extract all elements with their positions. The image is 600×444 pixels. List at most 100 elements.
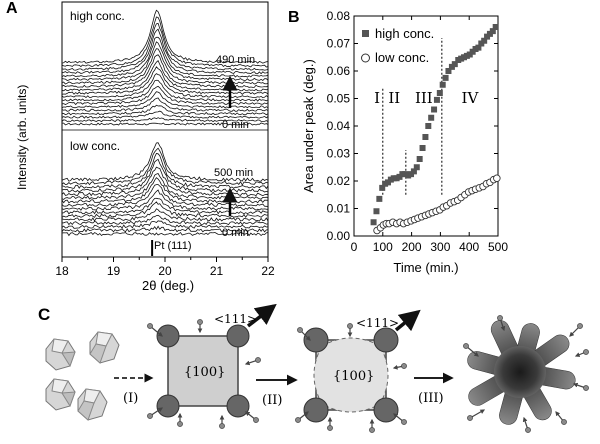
panel-a-ylabel: Intensity (arb. units) — [15, 85, 29, 190]
x-tick-label: 18 — [55, 264, 69, 278]
stage-label: IV — [462, 89, 480, 107]
low-time-top-label: 500 min — [214, 167, 253, 179]
spectrum-trace-high — [61, 79, 269, 102]
step-2-label: (II) — [262, 393, 282, 408]
precursor-dot — [583, 385, 589, 391]
spectrum-trace-high — [61, 91, 269, 109]
precursor-dot — [463, 343, 469, 349]
precursor-dot — [497, 315, 503, 321]
stage-label: II — [388, 89, 400, 107]
precursor-dot — [467, 415, 473, 421]
stage-dividers — [382, 38, 443, 195]
spectrum-trace-low — [61, 184, 269, 208]
data-point-high — [439, 81, 446, 88]
y-tick-label: 0.08 — [327, 9, 351, 23]
spectrum-trace-low — [61, 225, 269, 233]
spectrum-trace-high — [61, 117, 269, 123]
cube-stage-2: <111> {100} — [303, 309, 421, 423]
panel-b-ticks: 0 100 200 300 400 500 0.00 0.01 0.02 0.03 0.04 0.05… — [327, 9, 509, 254]
y-tick-label: 0.07 — [327, 37, 351, 51]
direction-111-arrow-1 — [246, 303, 277, 328]
x-tick-label: 500 — [488, 240, 508, 254]
x-tick-label: 20 — [158, 264, 172, 278]
data-point-high — [475, 44, 482, 51]
spectrum-trace-high — [62, 122, 269, 126]
data-point-high — [428, 114, 435, 121]
x-tick-label: 200 — [402, 240, 422, 254]
data-point-high — [379, 184, 386, 191]
data-point-high — [416, 156, 423, 162]
precursor-dot — [583, 349, 589, 355]
x-tick-label: 22 — [261, 264, 275, 278]
direction-label-1: <111> — [214, 312, 257, 326]
precursor-dot — [147, 413, 153, 419]
spectrum-trace-high — [61, 110, 269, 119]
x-tick-label: 21 — [210, 264, 224, 278]
spectrum-trace-high — [61, 9, 269, 64]
precursor-markers — [147, 315, 589, 433]
data-point-high — [410, 168, 417, 175]
data-point-high — [451, 61, 458, 68]
spectrum-trace-high — [61, 66, 269, 95]
spectrum-trace-low — [61, 147, 269, 186]
step-3-label: (III) — [418, 391, 444, 406]
data-point-high — [376, 195, 383, 202]
panel-b-letter: B — [288, 9, 300, 26]
precursor-dot — [401, 363, 407, 369]
precursor-dot — [577, 323, 583, 329]
precursor-dot — [219, 423, 225, 429]
precursor-dot — [297, 327, 303, 333]
precursor-dot — [525, 427, 531, 433]
seed-crystal — [45, 338, 76, 371]
multipod-nanostructure — [467, 320, 576, 425]
precursor-dot — [197, 319, 203, 325]
precursor-dot — [327, 425, 333, 431]
x-tick-label: 400 — [459, 240, 479, 254]
spectrum-trace-low — [61, 220, 269, 229]
cube-stage-1: <111> {100} — [156, 303, 277, 418]
precursor-dot — [295, 417, 301, 423]
panel-a-xlabel: 2θ (deg.) — [142, 278, 194, 293]
x-tick-label: 300 — [430, 240, 450, 254]
y-tick-label: 0.01 — [327, 202, 351, 216]
panel-a-x-ticks: 18 19 20 21 22 — [55, 257, 275, 278]
spectrum-trace-high — [61, 73, 269, 99]
spectra-traces — [61, 9, 269, 237]
panel-a-letter: A — [6, 0, 18, 17]
x-tick-label: 19 — [107, 264, 121, 278]
face-label-1: {100} — [184, 365, 225, 380]
precursor-dot — [369, 427, 375, 433]
precursor-dot — [401, 419, 407, 425]
seed-crystal — [45, 378, 76, 411]
stage-label: III — [415, 89, 433, 107]
precursor-dot — [561, 419, 567, 425]
data-point-high — [433, 96, 440, 103]
panel-a: A Pt (111) high conc. 490 min 0 min low … — [6, 0, 275, 293]
data-point-high — [436, 90, 443, 96]
data-point-high — [442, 74, 449, 81]
precursor-dot — [347, 323, 353, 329]
data-point-low — [493, 174, 501, 182]
low-time-bottom-label: 0 min — [222, 227, 249, 239]
data-point-high — [419, 145, 426, 151]
legend-low-marker — [361, 53, 370, 63]
spectrum-trace-high — [61, 28, 269, 75]
panel-b-xlabel: Time (min.) — [393, 260, 458, 275]
high-conc-label: high conc. — [70, 9, 125, 23]
direction-label-2: <111> — [356, 316, 399, 330]
spectrum-trace-high — [61, 16, 269, 68]
panel-b-points — [370, 24, 501, 235]
x-tick-label: 100 — [373, 240, 393, 254]
spectrum-trace-high — [61, 104, 269, 116]
spectrum-trace-high — [61, 22, 269, 71]
precursor-dot — [177, 421, 183, 427]
high-time-bottom-label: 0 min — [222, 119, 249, 131]
legend-high-label: high conc. — [375, 26, 434, 41]
x-tick-label: 0 — [351, 240, 358, 254]
data-point-high — [431, 106, 438, 113]
seed-crystal — [77, 388, 108, 421]
y-tick-label: 0.00 — [327, 229, 351, 243]
y-tick-label: 0.05 — [327, 92, 351, 106]
stage-labels: I II III IV — [374, 89, 479, 107]
